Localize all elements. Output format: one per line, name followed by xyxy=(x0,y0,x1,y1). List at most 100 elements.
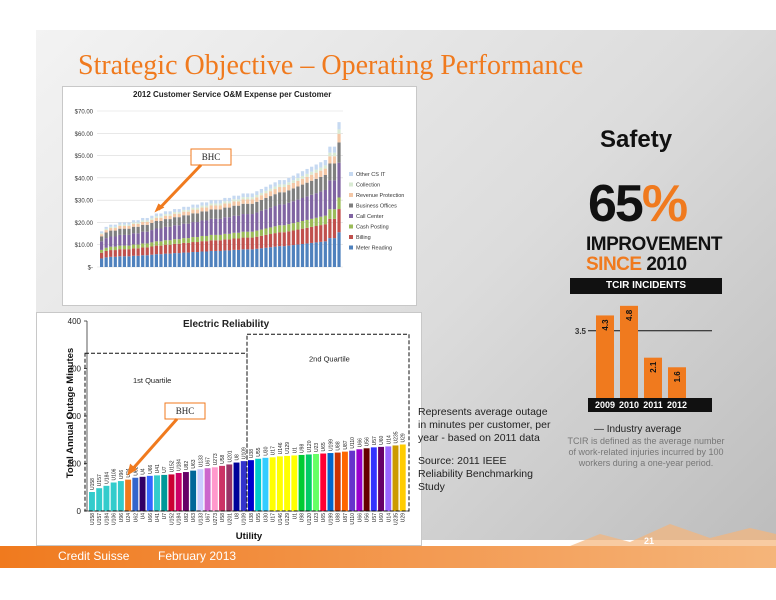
om-bar-segment xyxy=(182,211,186,216)
bar-top-label: U98 xyxy=(300,444,306,453)
x-tick-label: U24 xyxy=(126,513,132,522)
om-bar-segment xyxy=(191,222,195,238)
om-bar-segment xyxy=(205,207,209,212)
om-bar-segment xyxy=(300,221,305,229)
om-bar-segment xyxy=(173,253,177,267)
om-bar-segment xyxy=(305,168,309,174)
om-bar-segment xyxy=(186,215,190,224)
om-bar-segment xyxy=(131,244,136,249)
y-axis-title: Total Annual Outage Minutes xyxy=(65,348,76,478)
om-expense-chart-panel: 2012 Customer Service O&M Expense per Cu… xyxy=(62,86,417,306)
reliability-bar xyxy=(262,457,269,511)
reliability-bar xyxy=(320,453,327,511)
om-bar-segment xyxy=(259,199,264,211)
om-bar-segment xyxy=(268,234,273,248)
om-bar-segment xyxy=(278,225,282,233)
reliability-bar xyxy=(161,474,168,511)
om-bar-segment xyxy=(154,245,158,255)
bar-top-label: U273 xyxy=(213,453,219,465)
om-bar-segment xyxy=(255,197,259,202)
reliability-bar xyxy=(197,469,204,511)
tcir-year-label: 2012 xyxy=(667,400,687,410)
om-bar-segment xyxy=(145,220,149,222)
om-bar-segment xyxy=(163,211,168,215)
om-bar-segment xyxy=(227,217,232,234)
legend-label: Billing xyxy=(356,235,371,241)
om-bar-segment xyxy=(291,245,295,267)
om-bar-segment xyxy=(177,253,181,267)
om-bar-segment xyxy=(246,197,250,200)
tcir-year-label: 2010 xyxy=(619,400,639,410)
om-bar-segment xyxy=(218,240,222,251)
om-bar-segment xyxy=(236,238,241,250)
om-bar-segment xyxy=(328,163,332,181)
om-bar-segment xyxy=(323,189,327,216)
om-bar-segment xyxy=(268,188,273,192)
om-bar-segment xyxy=(214,200,218,204)
reliability-bar xyxy=(349,450,356,511)
x-tick-label: U17 xyxy=(271,513,277,522)
om-bar-segment xyxy=(246,214,250,232)
om-bar-segment xyxy=(278,180,282,185)
om-bar-segment xyxy=(223,250,227,267)
om-bar-segment xyxy=(177,217,181,226)
om-bar-segment xyxy=(136,233,140,245)
om-bar-segment xyxy=(214,250,218,267)
om-bar-segment xyxy=(287,190,291,203)
om-bar-segment xyxy=(100,234,104,237)
x-tick-label: U146 xyxy=(278,513,284,525)
om-bar-segment xyxy=(241,249,245,267)
om-bar-segment xyxy=(328,218,332,239)
om-bar-segment xyxy=(191,237,195,243)
om-bar-segment xyxy=(205,241,209,252)
om-bar-segment xyxy=(236,205,241,216)
reliability-bar xyxy=(103,485,110,511)
om-bar-segment xyxy=(273,189,277,195)
om-bar-segment xyxy=(232,249,236,267)
om-bar-segment xyxy=(291,223,295,231)
om-bar-segment xyxy=(209,250,213,267)
om-bar-segment xyxy=(218,200,222,204)
om-bar-segment xyxy=(195,252,200,267)
x-tick-label: U184 xyxy=(177,513,183,525)
om-bar-segment xyxy=(159,216,163,218)
om-bar-segment xyxy=(259,210,264,230)
om-bar-segment xyxy=(159,245,163,255)
om-bar-segment xyxy=(104,230,108,233)
bar-top-label: U30 xyxy=(263,446,269,455)
om-bar-segment xyxy=(227,201,232,204)
y-tick-label: 0 xyxy=(77,507,82,516)
om-bar-segment xyxy=(145,243,149,248)
improvement-percent: 65% xyxy=(588,178,688,230)
om-bar-segment xyxy=(177,239,181,244)
om-bar-segment xyxy=(232,199,236,202)
om-bar-segment xyxy=(232,205,236,216)
x-tick-label: U199 xyxy=(328,513,334,525)
om-bar-segment xyxy=(127,256,131,267)
x-tick-label: U120 xyxy=(307,513,313,525)
om-bar-segment xyxy=(209,205,213,210)
om-bar-segment xyxy=(268,247,273,267)
bar-top-label: U87 xyxy=(343,440,349,449)
y-tick-label: $20.00 xyxy=(75,221,94,227)
om-bar-segment xyxy=(305,227,309,244)
om-bar-segment xyxy=(332,238,337,267)
om-bar-segment xyxy=(177,243,181,254)
legend-label: Other CS IT xyxy=(356,172,386,178)
om-bar-segment xyxy=(182,206,186,210)
om-bar-segment xyxy=(200,220,204,236)
om-bar-segment xyxy=(255,248,259,267)
om-bar-segment xyxy=(319,225,323,242)
x-tick-label: U157 xyxy=(97,513,103,525)
om-bar-segment xyxy=(278,187,282,193)
decorative-mountains xyxy=(560,524,776,550)
om-bar-segment xyxy=(214,218,218,235)
om-bar-segment xyxy=(223,239,227,251)
om-bar-segment xyxy=(264,193,268,199)
om-bar-segment xyxy=(241,231,245,238)
om-bar-segment xyxy=(273,182,277,187)
industry-average-value: 3.5 xyxy=(575,327,587,336)
om-bar-segment xyxy=(182,209,186,212)
om-bar-segment xyxy=(291,188,295,202)
